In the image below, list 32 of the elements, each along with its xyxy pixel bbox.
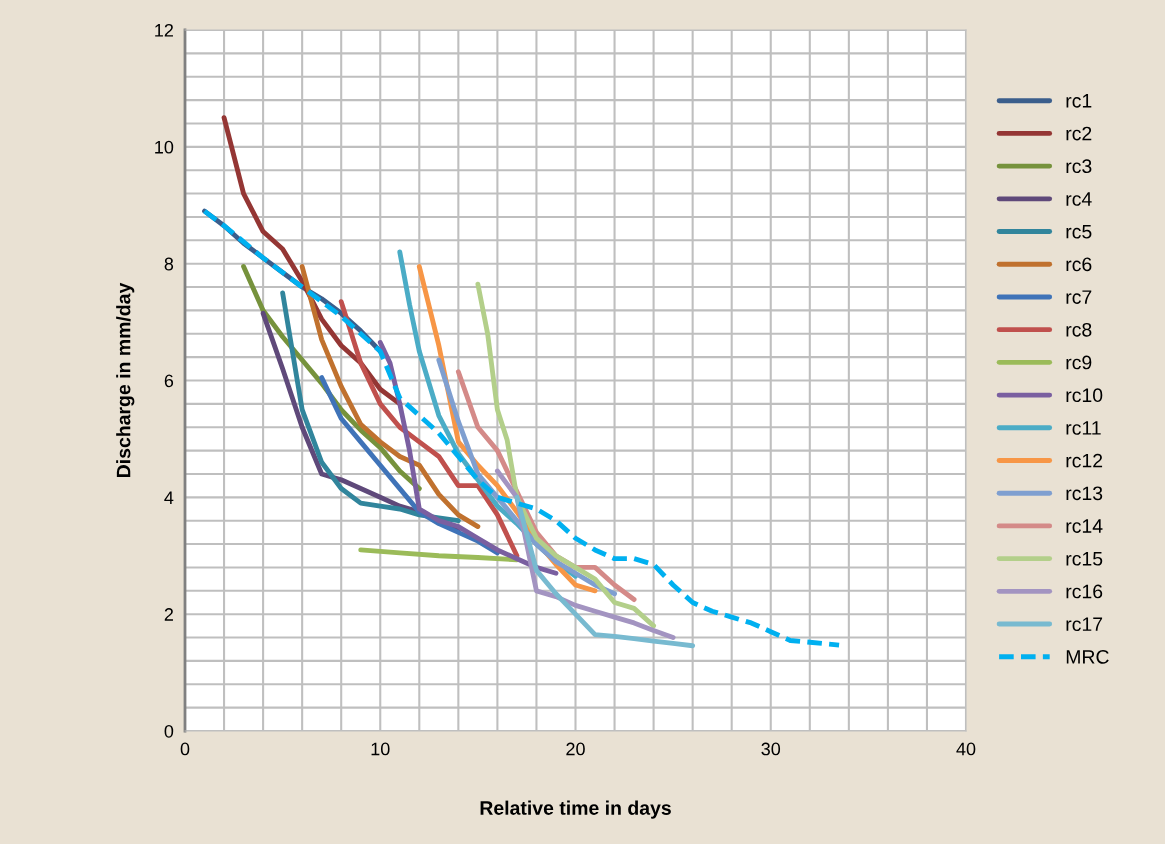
x-axis-title: Relative time in days — [480, 800, 671, 819]
legend-label: rc10 — [1066, 388, 1103, 403]
y-tick-label: 10 — [155, 140, 174, 154]
legend-label: rc17 — [1066, 617, 1103, 632]
legend-label: rc5 — [1066, 224, 1092, 239]
legend-label: rc14 — [1066, 519, 1103, 533]
y-tick-label: 6 — [164, 374, 174, 388]
x-tick-label: 0 — [180, 742, 190, 756]
legend-label: rc9 — [1066, 355, 1092, 370]
y-tick-label: 2 — [164, 608, 173, 621]
legend-label: rc8 — [1066, 322, 1092, 337]
legend-label: rc2 — [1066, 126, 1092, 141]
legend-label: rc16 — [1066, 584, 1103, 599]
legend-label: rc3 — [1066, 159, 1092, 174]
y-axis-title: Discharge in mm/day — [116, 282, 135, 477]
legend-label: rc11 — [1066, 421, 1101, 435]
x-tick-label: 30 — [761, 742, 781, 756]
legend-label: rc12 — [1066, 453, 1103, 468]
x-tick-label: 20 — [566, 742, 585, 756]
y-tick-label: 4 — [164, 491, 174, 504]
y-tick-label: 8 — [164, 257, 174, 271]
legend-label: rc4 — [1066, 192, 1092, 206]
x-tick-label: 10 — [371, 742, 390, 756]
y-tick-label: 0 — [164, 724, 174, 738]
legend-label: MRC — [1066, 649, 1109, 664]
legend-label: rc7 — [1066, 290, 1092, 304]
legend-label: rc6 — [1066, 257, 1092, 272]
legend-label: rc1 — [1066, 94, 1092, 108]
legend-label: rc13 — [1066, 486, 1103, 501]
legend-label: rc15 — [1066, 552, 1103, 566]
x-tick-label: 40 — [956, 742, 976, 756]
y-tick-label: 12 — [155, 23, 173, 37]
